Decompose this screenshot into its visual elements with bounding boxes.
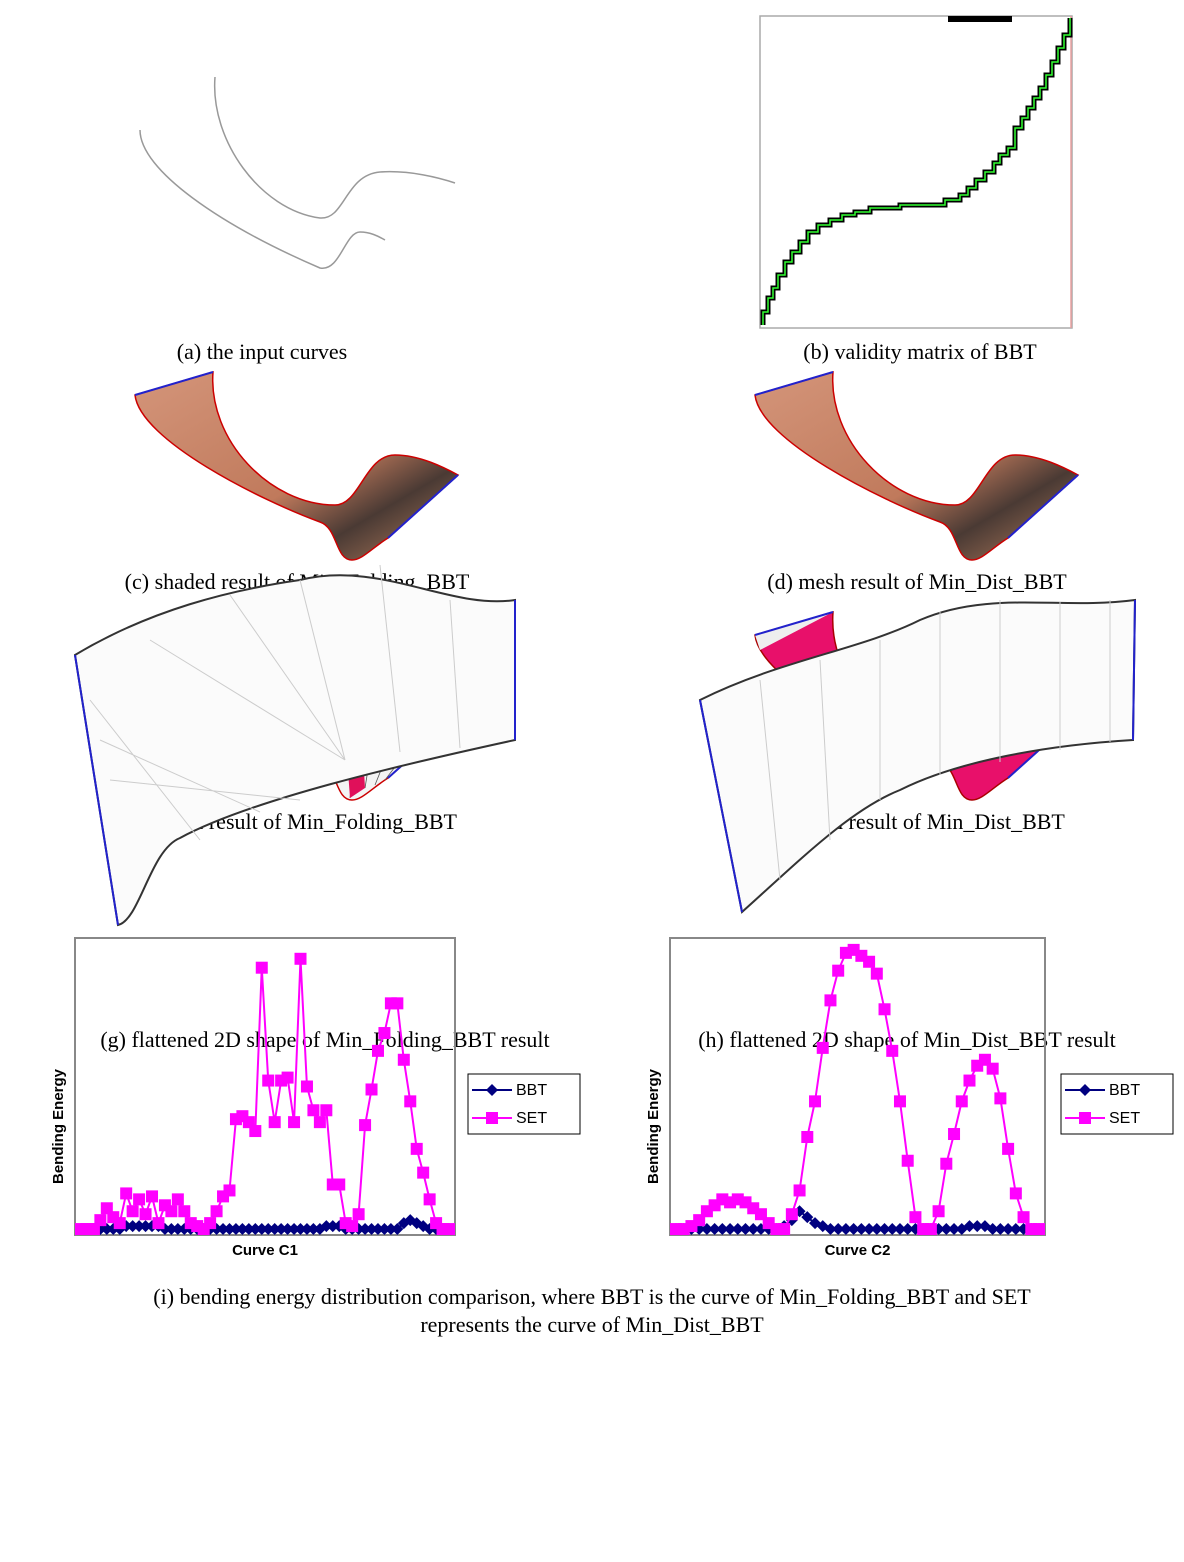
data-point	[146, 1190, 158, 1202]
data-point	[372, 1045, 384, 1057]
data-point	[886, 1045, 898, 1057]
data-point	[879, 1003, 891, 1015]
caption-a: (a) the input curves	[177, 339, 347, 364]
flattened-shape	[75, 565, 515, 925]
chart: Bending Energy Curve C2 BBT SET	[645, 938, 1173, 1259]
data-point	[987, 1063, 999, 1075]
data-point	[778, 1223, 790, 1235]
figure-page: (a) the input curves (b) validity matrix…	[0, 0, 1184, 1562]
data-point	[894, 1095, 906, 1107]
data-point	[359, 1119, 371, 1131]
y-axis-label: Bending Energy	[645, 1068, 662, 1184]
data-point	[333, 1179, 345, 1191]
validity-matrix	[760, 16, 1072, 328]
data-point	[411, 1143, 423, 1155]
series-line	[676, 950, 1039, 1229]
data-point	[346, 1220, 358, 1232]
x-axis-label: Curve C2	[825, 1242, 891, 1259]
data-point	[307, 1104, 319, 1116]
data-point	[114, 1217, 126, 1229]
data-point	[120, 1187, 132, 1199]
data-point	[963, 1075, 975, 1087]
x-axis-label: Curve C1	[232, 1242, 298, 1259]
data-point	[940, 1158, 952, 1170]
caption-g: (g) flattened 2D shape of Min_Folding_BB…	[100, 1027, 549, 1052]
data-point	[1010, 1187, 1022, 1199]
data-point	[391, 997, 403, 1009]
data-point	[424, 1193, 436, 1205]
legend-label: SET	[1109, 1110, 1140, 1127]
data-point	[133, 1193, 145, 1205]
caption-h: (h) flattened 2D shape of Min_Dist_BBT r…	[698, 1027, 1116, 1052]
data-point	[269, 1116, 281, 1128]
data-point	[786, 1208, 798, 1220]
data-point	[288, 1116, 300, 1128]
data-point	[204, 1217, 216, 1229]
data-point	[301, 1081, 313, 1093]
data-point	[902, 1155, 914, 1167]
legend-marker	[1079, 1084, 1091, 1096]
data-point	[1033, 1223, 1045, 1235]
legend-marker	[486, 1112, 498, 1124]
legend-marker	[486, 1084, 498, 1096]
data-point	[378, 1027, 390, 1039]
plot-frame	[670, 938, 1045, 1235]
data-point	[809, 1095, 821, 1107]
data-point	[256, 962, 268, 974]
chart: Bending Energy Curve C1 BBT SET	[50, 938, 580, 1259]
legend-label: SET	[516, 1110, 547, 1127]
data-point	[1002, 1143, 1014, 1155]
data-point	[295, 953, 307, 965]
legend-label: BBT	[1109, 1082, 1140, 1099]
data-point	[127, 1205, 139, 1217]
data-point	[152, 1217, 164, 1229]
legend-marker	[1079, 1112, 1091, 1124]
data-point	[366, 1083, 378, 1095]
data-point	[956, 1095, 968, 1107]
y-axis-label: Bending Energy	[50, 1068, 67, 1184]
legend-label: BBT	[516, 1082, 547, 1099]
data-point	[211, 1205, 223, 1217]
data-point	[94, 1214, 106, 1226]
data-point	[314, 1116, 326, 1128]
data-point	[925, 1223, 937, 1235]
data-point	[817, 1042, 829, 1054]
data-point	[249, 1125, 261, 1137]
data-point	[871, 968, 883, 980]
data-point	[165, 1205, 177, 1217]
data-point	[404, 1095, 416, 1107]
data-point	[140, 1208, 152, 1220]
shaded-surface	[755, 372, 1078, 560]
data-point	[794, 1184, 806, 1196]
data-point	[172, 1193, 184, 1205]
data-point	[933, 1205, 945, 1217]
data-point	[417, 1167, 429, 1179]
caption-b: (b) validity matrix of BBT	[803, 339, 1037, 364]
caption-i: represents the curve of Min_Dist_BBT	[420, 1312, 764, 1337]
data-point	[262, 1075, 274, 1087]
data-point	[282, 1072, 294, 1084]
data-point	[994, 1092, 1006, 1104]
data-point	[1018, 1211, 1030, 1223]
shaded-surface	[135, 372, 458, 560]
data-point	[398, 1054, 410, 1066]
input-curves	[140, 77, 455, 268]
caption-i: (i) bending energy distribution comparis…	[153, 1284, 1031, 1309]
data-point	[443, 1223, 455, 1235]
data-point	[824, 994, 836, 1006]
data-point	[178, 1205, 190, 1217]
data-point	[863, 956, 875, 968]
data-point	[801, 1131, 813, 1143]
data-point	[223, 1184, 235, 1196]
caption-d: (d) mesh result of Min_Dist_BBT	[767, 569, 1067, 594]
data-point	[832, 965, 844, 977]
data-point	[909, 1211, 921, 1223]
data-point	[320, 1104, 332, 1116]
data-point	[353, 1208, 365, 1220]
data-point	[948, 1128, 960, 1140]
